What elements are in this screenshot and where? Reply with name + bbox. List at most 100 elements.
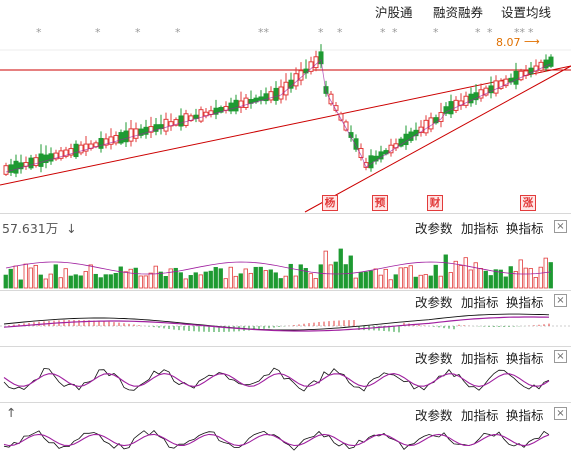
set-ma-link[interactable]: 设置均线	[501, 5, 552, 20]
candle-body	[233, 99, 239, 112]
oscillator-chart-2	[3, 430, 550, 451]
candle-body	[513, 70, 519, 85]
candle-body	[358, 148, 364, 158]
candle-body	[193, 114, 199, 119]
event-star-mark[interactable]: *	[318, 26, 324, 39]
event-star-mark[interactable]: *	[528, 26, 534, 39]
max-price-arrow-icon: ⟶	[524, 35, 540, 48]
volume-bar	[438, 275, 443, 289]
down-arrow-icon: ↓	[66, 221, 77, 236]
close-icon[interactable]: ×	[554, 350, 567, 363]
volume-bar	[238, 273, 243, 289]
candle-body	[53, 152, 59, 160]
event-star-mark[interactable]: *	[380, 26, 386, 39]
event-star-mark[interactable]: *	[36, 26, 42, 39]
candle-body	[198, 109, 204, 122]
candle-body	[78, 144, 84, 154]
volume-bar	[213, 267, 218, 289]
event-tag-finance[interactable]: 财	[427, 195, 443, 211]
event-tag-yang[interactable]: 杨	[322, 195, 338, 211]
add-indicator-button[interactable]: 加指标	[461, 351, 499, 366]
volume-bar	[118, 266, 123, 289]
event-star-mark[interactable]: **	[258, 26, 269, 39]
change-params-button[interactable]: 改参数	[415, 408, 453, 423]
volume-bar	[433, 264, 438, 289]
volume-bar	[318, 264, 323, 289]
close-icon[interactable]: ×	[554, 220, 567, 233]
event-tag-forecast[interactable]: 预	[372, 195, 388, 211]
candle-body	[213, 107, 219, 115]
candle-body	[128, 128, 134, 142]
volume-bar	[473, 262, 478, 289]
volume-bar	[293, 275, 298, 289]
candle-body	[438, 112, 444, 122]
volume-bar	[58, 277, 63, 289]
candle-body	[388, 144, 394, 154]
candle-body	[98, 137, 104, 149]
switch-indicator-button[interactable]: 换指标	[506, 221, 544, 236]
add-indicator-button[interactable]: 加指标	[461, 408, 499, 423]
volume-bar	[393, 274, 398, 289]
switch-indicator-button[interactable]: 换指标	[506, 295, 544, 310]
event-star-mark[interactable]: *	[95, 26, 101, 39]
margin-trading-link[interactable]: 融资融券	[433, 5, 484, 20]
switch-indicator-button[interactable]: 换指标	[506, 351, 544, 366]
volume-bar	[3, 274, 8, 289]
candle-body	[368, 155, 374, 169]
switch-indicator-button[interactable]: 换指标	[506, 408, 544, 423]
volume-bar	[253, 266, 258, 289]
candle-body	[73, 143, 79, 158]
add-indicator-button[interactable]: 加指标	[461, 221, 499, 236]
event-star-mark[interactable]: *	[433, 26, 439, 39]
volume-bar	[13, 265, 18, 289]
candle-body	[403, 133, 409, 146]
volume-bar	[103, 274, 108, 289]
candle-body	[548, 56, 554, 67]
separator	[0, 402, 571, 403]
event-star-mark[interactable]: *	[175, 26, 181, 39]
event-star-mark[interactable]: *	[135, 26, 141, 39]
change-params-button[interactable]: 改参数	[415, 295, 453, 310]
trend-line-short	[304, 65, 571, 213]
event-tag-rise[interactable]: 涨	[520, 195, 536, 211]
volume-bar	[218, 268, 223, 289]
volume-bar	[368, 270, 373, 289]
event-star-mark[interactable]: **	[514, 26, 525, 39]
volume-bar	[378, 274, 383, 289]
volume-bar	[168, 268, 173, 289]
close-icon[interactable]: ×	[554, 407, 567, 420]
volume-bar	[373, 268, 378, 289]
volume-bar	[453, 260, 458, 289]
candle-body	[493, 80, 499, 94]
volume-bar	[158, 271, 163, 289]
volume-bar	[148, 272, 153, 289]
change-params-button[interactable]: 改参数	[415, 351, 453, 366]
change-params-button[interactable]: 改参数	[415, 221, 453, 236]
volume-bar	[413, 276, 418, 289]
volume-ma-line	[5, 261, 552, 275]
volume-chart	[3, 248, 553, 289]
candle-body	[518, 70, 524, 81]
moving-average-line	[5, 59, 552, 173]
candle-body	[533, 65, 539, 72]
volume-bar	[308, 273, 313, 289]
hk-connect-link[interactable]: 沪股通	[375, 5, 413, 20]
oscillator-line-b	[3, 373, 550, 387]
candle-body	[478, 89, 484, 99]
event-star-mark[interactable]: *	[337, 26, 343, 39]
macd-chart	[0, 313, 571, 333]
add-indicator-button[interactable]: 加指标	[461, 295, 499, 310]
volume-bar	[423, 274, 428, 289]
candle-body	[103, 138, 109, 146]
event-star-mark[interactable]: *	[487, 26, 493, 39]
candle-body	[488, 85, 494, 94]
price-chart[interactable]	[0, 0, 571, 213]
candle-body	[283, 81, 289, 96]
macd-dea-line	[3, 316, 550, 332]
event-star-mark[interactable]: *	[392, 26, 398, 39]
volume-bar	[223, 278, 228, 289]
candle-body	[228, 102, 234, 112]
close-icon[interactable]: ×	[554, 294, 567, 307]
event-star-mark[interactable]: *	[475, 26, 481, 39]
candle-body	[428, 117, 434, 130]
